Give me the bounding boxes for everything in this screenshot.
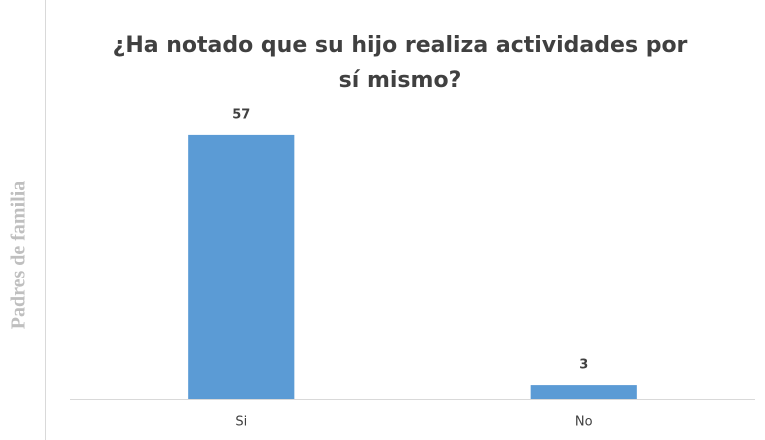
- chart-title: ¿Ha notado que su hijo realiza actividad…: [112, 33, 688, 93]
- y-axis-label: Padres de familia: [8, 181, 30, 330]
- x-tick-label: No: [575, 415, 593, 430]
- bar: [530, 385, 637, 399]
- bar: [188, 134, 295, 399]
- chart-border: [45, 0, 46, 440]
- data-label: 57: [232, 107, 250, 122]
- x-tick-label: Si: [235, 415, 247, 430]
- data-label: 3: [579, 358, 588, 373]
